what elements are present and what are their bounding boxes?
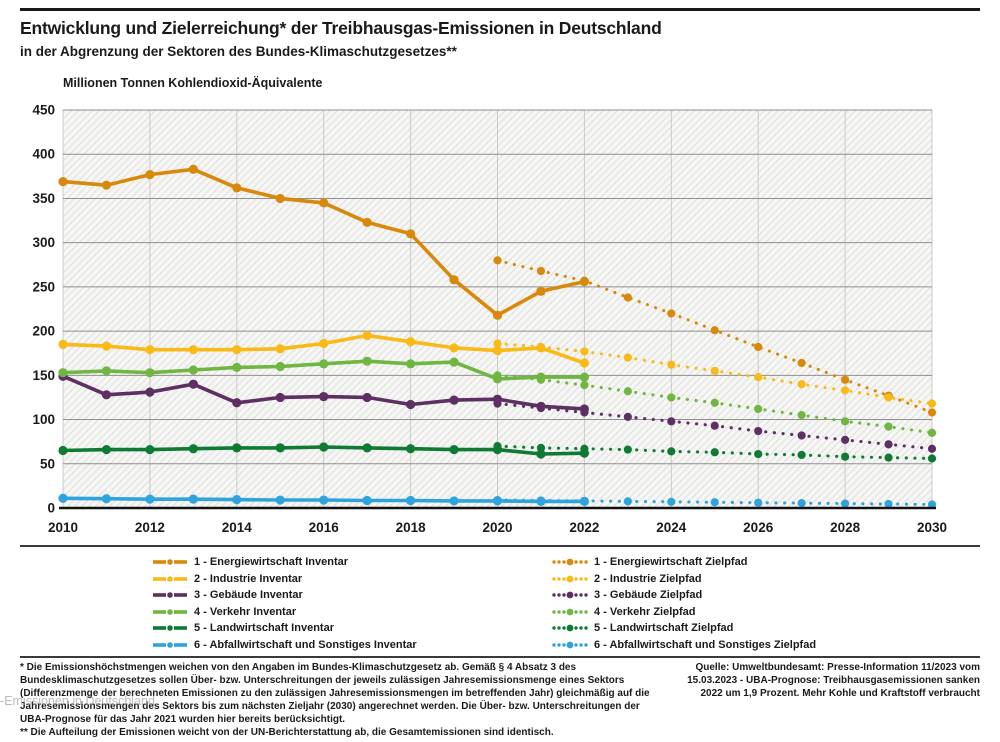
- legend-label: 5 - Landwirtschaft Inventar: [194, 622, 334, 635]
- legend-top-divider: [20, 545, 980, 547]
- legend-label: 5 - Landwirtschaft Zielpfad: [594, 622, 734, 635]
- legend-label: 3 - Gebäude Zielpfad: [594, 589, 703, 602]
- series-gebaeude-zielpfad: [493, 399, 937, 453]
- x-axis-tick-labels: 2010 2012 2014 2016 2018 2020 2022 2024 2026 2028…: [48, 520, 947, 535]
- source-text: Quelle: Umweltbundesamt: Presse-Informat…: [687, 662, 980, 699]
- y-axis-unit-label: Millionen Tonnen Kohlendioxid-Äquivalent…: [63, 76, 323, 90]
- legend-item-industrie-zielpfad: 2 - Industrie Zielpfad: [552, 573, 952, 585]
- legend-dotted-icon: [552, 641, 588, 649]
- legend-label: 1 - Energiewirtschaft Inventar: [194, 556, 349, 569]
- legend-label: 4 - Verkehr Zielpfad: [594, 605, 696, 618]
- legend-dotted-icon: [552, 558, 588, 566]
- y-tick-label: 450: [32, 103, 55, 118]
- legend-label: 3 - Gebäude Inventar: [194, 589, 303, 602]
- x-tick-label: 2024: [656, 520, 687, 535]
- footnote-1: * Die Emissionshöchstmengen weichen von …: [20, 662, 650, 725]
- legend-line-icon: [153, 625, 187, 632]
- series-verkehr-zielpfad: [493, 371, 937, 437]
- series-landwirtschaft-zielpfad: [493, 441, 937, 463]
- y-tick-label: 50: [40, 456, 55, 471]
- legend-line-icon: [153, 641, 187, 648]
- legend-dotted-icon: [552, 591, 588, 599]
- footnotes-block: * Die Emissionshöchstmengen weichen von …: [20, 661, 660, 739]
- x-tick-label: 2022: [569, 520, 599, 535]
- legend-line-icon: [153, 608, 187, 615]
- y-axis-tick-labels: 0 50 100 150 200 250 300 350 400 450: [32, 103, 55, 516]
- legend-item-landwirtschaft-inventar: 5 - Landwirtschaft Inventar: [152, 622, 552, 634]
- x-tick-label: 2026: [743, 520, 774, 535]
- legend-label: 2 - Industrie Zielpfad: [594, 572, 702, 585]
- legend-item-gebaeude-zielpfad: 3 - Gebäude Zielpfad: [552, 589, 952, 601]
- x-tick-label: 2014: [222, 520, 253, 535]
- chart-legend: 1 - Energiewirtschaft Inventar 1 - Energi…: [152, 554, 982, 653]
- y-tick-label: 150: [32, 368, 55, 383]
- series-gebaeude-inventar: [58, 371, 590, 414]
- y-tick-label: 200: [32, 324, 55, 339]
- y-tick-label: 0: [47, 501, 55, 516]
- x-tick-label: 2018: [396, 520, 427, 535]
- legend-dotted-icon: [552, 608, 588, 616]
- legend-item-abfall-inventar: 6 - Abfallwirtschaft und Sonstiges Inven…: [152, 639, 552, 651]
- x-tick-label: 2020: [482, 520, 512, 535]
- x-tick-label: 2016: [309, 520, 340, 535]
- legend-item-gebaeude-inventar: 3 - Gebäude Inventar: [152, 589, 552, 601]
- x-tick-label: 2028: [830, 520, 861, 535]
- y-tick-label: 100: [32, 412, 55, 427]
- footnote-2: ** Die Aufteilung der Emissionen weicht …: [20, 727, 554, 738]
- x-tick-label: 2030: [917, 520, 947, 535]
- y-tick-label: 250: [32, 279, 55, 294]
- legend-item-energiewirtschaft-inventar: 1 - Energiewirtschaft Inventar: [152, 556, 552, 568]
- legend-bottom-divider: [20, 656, 980, 658]
- y-tick-label: 400: [32, 147, 55, 162]
- legend-line-icon: [153, 592, 187, 599]
- legend-item-energiewirtschaft-zielpfad: 1 - Energiewirtschaft Zielpfad: [552, 556, 952, 568]
- legend-label: 1 - Energiewirtschaft Zielpfad: [594, 556, 748, 569]
- y-tick-label: 300: [32, 235, 55, 250]
- page-title: Entwicklung und Zielerreichung* der Trei…: [20, 18, 662, 38]
- legend-line-icon: [153, 559, 187, 566]
- legend-label: 6 - Abfallwirtschaft und Sonstiges Zielp…: [594, 638, 817, 651]
- legend-item-landwirtschaft-zielpfad: 5 - Landwirtschaft Zielpfad: [552, 622, 952, 634]
- legend-line-icon: [153, 575, 187, 582]
- watermark-text: -Emissionen in Deutschland: [0, 694, 155, 708]
- legend-item-industrie-inventar: 2 - Industrie Inventar: [152, 573, 552, 585]
- legend-item-verkehr-zielpfad: 4 - Verkehr Zielpfad: [552, 606, 952, 618]
- legend-dotted-icon: [552, 575, 588, 583]
- legend-label: 6 - Abfallwirtschaft und Sonstiges Inven…: [194, 638, 417, 651]
- y-tick-label: 350: [32, 191, 55, 206]
- legend-label: 4 - Verkehr Inventar: [194, 605, 297, 618]
- x-tick-label: 2012: [135, 520, 165, 535]
- page-subtitle: in der Abgrenzung der Sektoren des Bunde…: [20, 44, 457, 59]
- legend-dotted-icon: [552, 624, 588, 632]
- legend-item-verkehr-inventar: 4 - Verkehr Inventar: [152, 606, 552, 618]
- legend-item-abfall-zielpfad: 6 - Abfallwirtschaft und Sonstiges Zielp…: [552, 639, 952, 651]
- series-industrie-zielpfad: [493, 339, 937, 408]
- legend-label: 2 - Industrie Inventar: [194, 572, 303, 585]
- top-rule: [20, 8, 980, 11]
- x-tick-label: 2010: [48, 520, 78, 535]
- series-abfall-zielpfad: [493, 495, 937, 509]
